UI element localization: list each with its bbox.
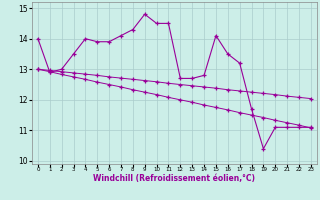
X-axis label: Windchill (Refroidissement éolien,°C): Windchill (Refroidissement éolien,°C) xyxy=(93,174,255,183)
